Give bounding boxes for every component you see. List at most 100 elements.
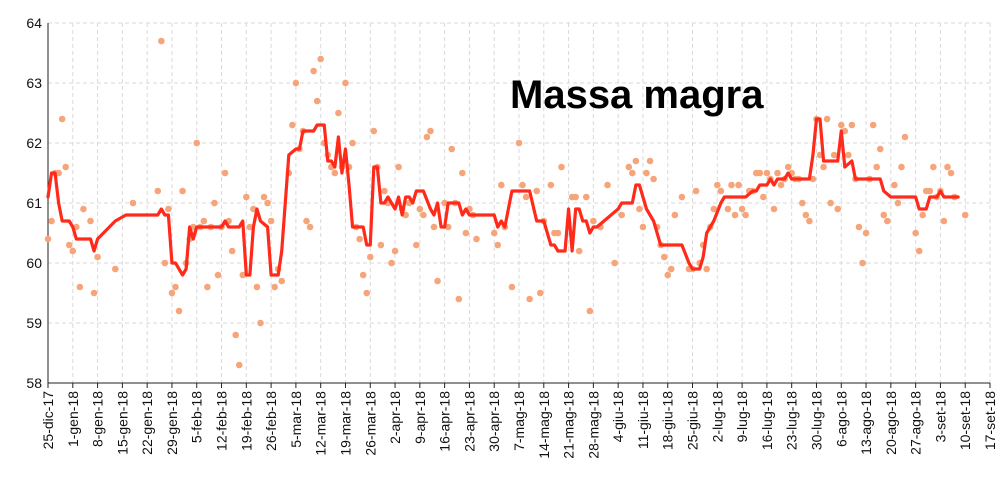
- data-point: [427, 127, 434, 135]
- data-point: [710, 205, 718, 213]
- data-point: [239, 271, 247, 279]
- data-point: [370, 127, 378, 135]
- data-point: [926, 187, 934, 195]
- data-point: [257, 319, 264, 327]
- data-point: [232, 331, 239, 339]
- data-point: [303, 217, 310, 225]
- data-point: [703, 265, 710, 273]
- data-point: [784, 163, 792, 171]
- data-point: [763, 169, 771, 177]
- data-point: [760, 193, 767, 201]
- data-point: [898, 163, 905, 171]
- data-point: [806, 217, 813, 225]
- data-point: [664, 271, 672, 279]
- data-point: [168, 289, 176, 297]
- data-point: [728, 181, 735, 189]
- y-tick-label: 62: [26, 135, 42, 151]
- data-point: [94, 253, 101, 261]
- data-point: [536, 289, 544, 297]
- data-point: [444, 223, 452, 231]
- data-point: [756, 169, 764, 177]
- data-point: [533, 187, 541, 195]
- data-point: [48, 217, 55, 225]
- trend-series: [46, 117, 960, 277]
- data-point: [632, 157, 640, 165]
- data-point: [87, 217, 94, 225]
- x-tick-label: 16-lug-18: [759, 391, 775, 450]
- x-tick-label: 18-giu-18: [660, 391, 676, 450]
- data-point: [473, 235, 480, 243]
- data-point: [62, 163, 70, 171]
- scatter-series: [44, 37, 969, 369]
- data-point: [129, 199, 137, 207]
- data-point: [572, 193, 579, 201]
- x-tick-label: 6-ago-18: [833, 391, 849, 447]
- y-tick-label: 59: [26, 315, 42, 331]
- x-tick-label: 25-giu-18: [685, 391, 701, 450]
- x-tick-label: 13-ago-18: [858, 391, 874, 455]
- x-tick-label: 23-apr-18: [461, 391, 477, 452]
- data-point: [459, 169, 466, 177]
- data-point: [919, 211, 927, 219]
- data-point: [961, 211, 969, 219]
- data-point: [859, 259, 866, 267]
- x-tick-label: 5-feb-18: [189, 391, 205, 443]
- data-point: [671, 211, 679, 219]
- data-point: [629, 169, 636, 177]
- data-point: [582, 193, 590, 201]
- axes: [47, 23, 991, 388]
- data-point: [179, 187, 186, 195]
- data-point: [58, 115, 66, 123]
- data-point: [441, 199, 448, 207]
- data-point: [154, 187, 162, 195]
- data-point: [335, 109, 342, 117]
- data-point: [820, 163, 827, 171]
- data-point: [884, 217, 891, 225]
- data-point: [869, 121, 877, 129]
- data-point: [660, 253, 668, 261]
- data-point: [830, 151, 838, 159]
- y-tick-labels: 58 59 60 61 62 63 64: [26, 15, 42, 391]
- data-point: [420, 211, 427, 219]
- data-point: [331, 169, 339, 177]
- data-point: [604, 181, 611, 189]
- data-point: [841, 127, 849, 135]
- data-point: [855, 223, 863, 231]
- data-point: [359, 271, 367, 279]
- data-point: [455, 295, 463, 303]
- data-point: [413, 241, 420, 249]
- data-point: [243, 193, 250, 201]
- data-point: [306, 223, 314, 231]
- x-tick-label: 5-mar-18: [288, 391, 304, 448]
- y-tick-label: 60: [26, 255, 42, 271]
- data-point: [494, 241, 502, 249]
- data-point: [221, 169, 229, 177]
- x-tick-label: 12-feb-18: [214, 391, 230, 451]
- data-point: [490, 229, 498, 237]
- x-tick-label: 12-mar-18: [313, 391, 329, 456]
- data-point: [692, 187, 700, 195]
- data-point: [165, 205, 172, 213]
- data-point: [44, 235, 52, 243]
- data-point: [774, 169, 781, 177]
- data-point: [416, 205, 424, 213]
- y-tick-label: 61: [26, 195, 42, 211]
- x-tick-label: 2-lug-18: [709, 391, 725, 443]
- data-point: [246, 223, 254, 231]
- x-tick-label: 2-apr-18: [387, 391, 403, 444]
- data-point: [366, 253, 374, 261]
- data-point: [356, 235, 363, 243]
- data-point: [636, 205, 643, 213]
- data-point: [310, 67, 317, 75]
- data-point: [714, 181, 721, 189]
- data-point: [667, 265, 675, 273]
- x-tick-label: 19-mar-18: [337, 391, 353, 456]
- data-point: [901, 133, 909, 141]
- data-point: [876, 145, 884, 153]
- data-point: [172, 283, 179, 291]
- data-point: [430, 223, 438, 231]
- data-point: [111, 265, 119, 273]
- x-tick-label: 4-giu-18: [610, 391, 626, 443]
- data-point: [200, 217, 208, 225]
- data-point: [423, 133, 431, 141]
